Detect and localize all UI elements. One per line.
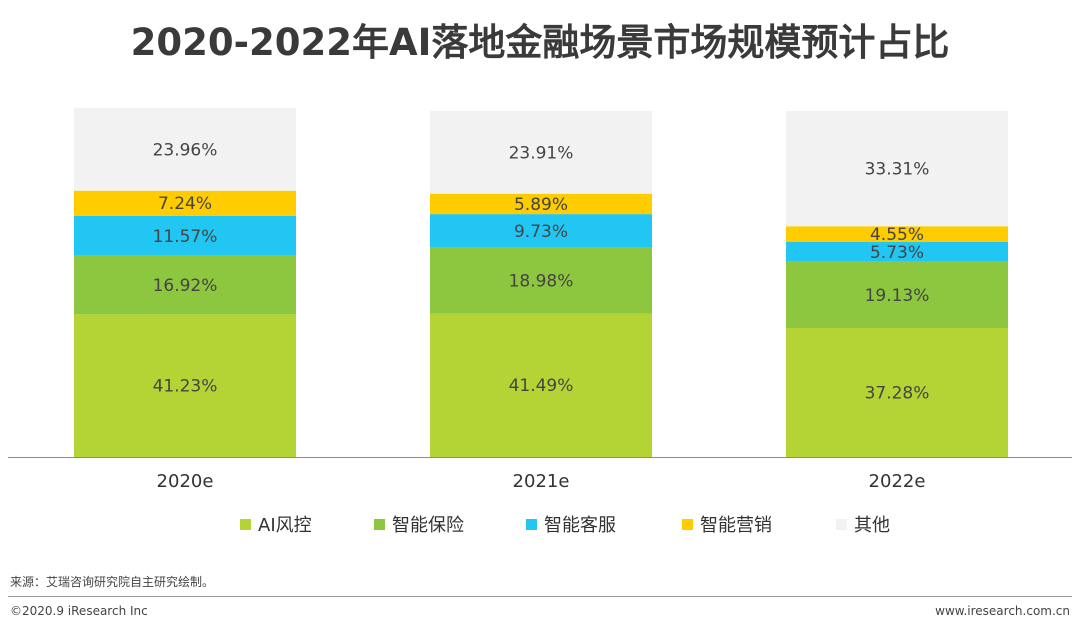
data-label-2022e-3: 4.55%: [870, 225, 924, 245]
legend-label: 其他: [854, 515, 890, 536]
stacked-bar-chart: 41.23% 16.92% 11.57% 7.24% 23.96% 2020e 41.49%…: [8, 107, 1072, 492]
footer-divider: [8, 596, 1072, 597]
bar-segment-2020e-4: [74, 107, 296, 191]
bar-segment-2022e-1: [786, 261, 1008, 329]
data-label-2021e-2: 9.73%: [514, 222, 568, 242]
bar-segment-2021e-1: [430, 247, 652, 314]
bar-segment-2020e-0: [74, 314, 296, 457]
website-link: www.iresearch.com.cn: [935, 604, 1070, 618]
legend-label: AI风控: [258, 515, 312, 536]
data-label-2021e-0: 41.49%: [509, 376, 574, 396]
legend-item-4: 其他: [836, 510, 890, 538]
legend-swatch: [526, 518, 537, 530]
legend-item-0: AI风控: [240, 510, 312, 538]
data-label-2022e-4: 33.31%: [865, 160, 930, 180]
data-label-2020e-1: 16.92%: [153, 276, 218, 296]
bar-segment-2022e-0: [786, 328, 1008, 457]
data-label-2021e-3: 5.89%: [514, 195, 568, 215]
data-label-2022e-1: 19.13%: [865, 286, 930, 306]
x-tick-label-2022e: 2022e: [869, 471, 926, 492]
legend-swatch: [374, 518, 385, 530]
bar-segment-2020e-1: [74, 255, 296, 315]
legend-swatch: [836, 518, 847, 530]
legend-swatch: [240, 518, 251, 530]
bar-segment-2022e-2: [786, 241, 1008, 262]
legend-label: 智能保险: [392, 515, 464, 536]
data-label-2022e-0: 37.28%: [865, 384, 930, 404]
legend-item-2: 智能客服: [526, 510, 616, 538]
bar-segment-2020e-2: [74, 215, 296, 256]
bar-segment-2020e-3: [74, 190, 296, 216]
chart-legend: AI风控 智能保险 智能客服 智能营销 其他: [0, 510, 1080, 538]
bar-segment-2021e-4: [430, 111, 652, 194]
legend-item-3: 智能营销: [682, 510, 772, 538]
data-label-2020e-3: 7.24%: [158, 194, 212, 214]
bar-segment-2022e-4: [786, 111, 1008, 227]
legend-label: 智能营销: [700, 515, 772, 536]
legend-swatch: [682, 518, 693, 530]
x-tick-label-2020e: 2020e: [157, 471, 214, 492]
data-label-2021e-1: 18.98%: [509, 272, 574, 292]
legend-label: 智能客服: [544, 515, 616, 536]
source-note: 来源：艾瑞咨询研究院自主研究绘制。: [10, 575, 215, 589]
chart-title: 2020-2022年AI落地金融场景市场规模预计占比: [130, 21, 950, 64]
bar-segment-2021e-2: [430, 214, 652, 248]
data-label-2021e-4: 23.91%: [509, 143, 574, 163]
bar-segment-2021e-0: [430, 313, 652, 457]
data-label-2020e-2: 11.57%: [153, 227, 218, 247]
x-tick-label-2021e: 2021e: [513, 471, 570, 492]
copyright-text: ©2020.9 iResearch Inc: [10, 604, 148, 618]
data-label-2020e-0: 41.23%: [153, 377, 218, 397]
data-label-2022e-2: 5.73%: [870, 243, 924, 263]
legend-item-1: 智能保险: [374, 510, 464, 538]
data-label-2020e-4: 23.96%: [153, 140, 218, 160]
bar-segment-2022e-3: [786, 226, 1008, 242]
bar-segment-2021e-3: [430, 193, 652, 215]
